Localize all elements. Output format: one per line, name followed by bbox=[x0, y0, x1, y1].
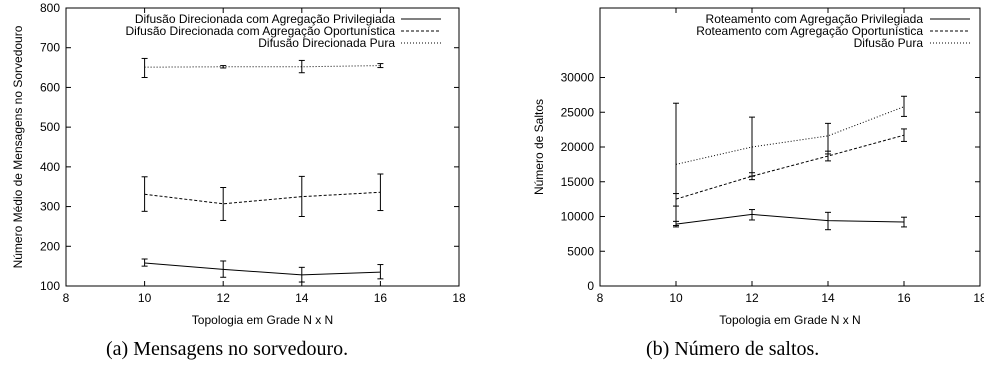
x-tick-label-a: 8 bbox=[63, 291, 70, 305]
y-tick-label-b: 15000 bbox=[561, 175, 595, 189]
x-tick-label-b: 12 bbox=[745, 291, 759, 305]
x-tick-label-a: 10 bbox=[138, 291, 152, 305]
x-axis-label-a: Topologia em Grade N x N bbox=[192, 313, 333, 327]
y-tick-label-b: 30000 bbox=[561, 71, 595, 85]
legend-label-a-1: Difusão Direcionada com Agregação Privil… bbox=[135, 12, 395, 26]
y-tick-label-b: 25000 bbox=[561, 105, 595, 119]
series-line-b-2 bbox=[675, 134, 905, 200]
caption-a: (a) Mensagens no sorvedouro. bbox=[106, 338, 349, 360]
x-tick-label-b: 18 bbox=[973, 291, 984, 305]
plot-frame-b bbox=[599, 7, 981, 287]
x-tick-label-a: 12 bbox=[217, 291, 231, 305]
x-tick-label-a: 14 bbox=[295, 291, 309, 305]
y-tick-label-b: 20000 bbox=[561, 140, 595, 154]
legend-label-a-3: Difusão Direcionada Pura bbox=[258, 36, 395, 50]
y-tick-label-a: 400 bbox=[40, 160, 60, 174]
series-line-a-1 bbox=[144, 262, 381, 276]
legend-label-a-2: Difusão Direcionada com Agregação Oportu… bbox=[126, 24, 396, 38]
x-tick-label-a: 16 bbox=[374, 291, 388, 305]
y-tick-label-b: 10000 bbox=[561, 210, 595, 224]
y-tick-label-a: 800 bbox=[40, 1, 60, 15]
y-axis-label-a: Número Médio de Mensagens no Sorvedouro bbox=[11, 25, 25, 268]
series-line-b-3 bbox=[675, 106, 905, 165]
legend-label-b-3: Difusão Pura bbox=[854, 36, 924, 50]
y-tick-label-a: 300 bbox=[40, 200, 60, 214]
x-axis-label-b: Topologia em Grade N x N bbox=[719, 313, 860, 327]
x-tick-label-b: 16 bbox=[897, 291, 911, 305]
y-axis-label-b: Número de Saltos bbox=[532, 99, 546, 195]
x-tick-label-a: 18 bbox=[452, 291, 466, 305]
x-tick-label-b: 14 bbox=[821, 291, 835, 305]
y-tick-label-a: 600 bbox=[40, 80, 60, 94]
series-line-a-2 bbox=[144, 191, 381, 205]
y-tick-label-a: 200 bbox=[40, 239, 60, 253]
series-line-b-1 bbox=[675, 213, 905, 225]
legend-label-b-2: Roteamento com Agregação Oportunística bbox=[696, 24, 923, 38]
legend-label-b-1: Roteamento com Agregação Privilegiada bbox=[706, 12, 924, 26]
y-tick-label-b: 0 bbox=[587, 279, 594, 293]
caption-b: (b) Número de saltos. bbox=[646, 338, 820, 360]
series-line-a-3 bbox=[144, 65, 381, 68]
y-tick-label-a: 700 bbox=[40, 41, 60, 55]
y-tick-label-a: 100 bbox=[40, 279, 60, 293]
x-tick-label-b: 10 bbox=[669, 291, 683, 305]
y-tick-label-a: 500 bbox=[40, 120, 60, 134]
x-tick-label-b: 8 bbox=[597, 291, 604, 305]
y-tick-label-b: 5000 bbox=[567, 244, 594, 258]
plot-frame-a bbox=[65, 7, 460, 287]
